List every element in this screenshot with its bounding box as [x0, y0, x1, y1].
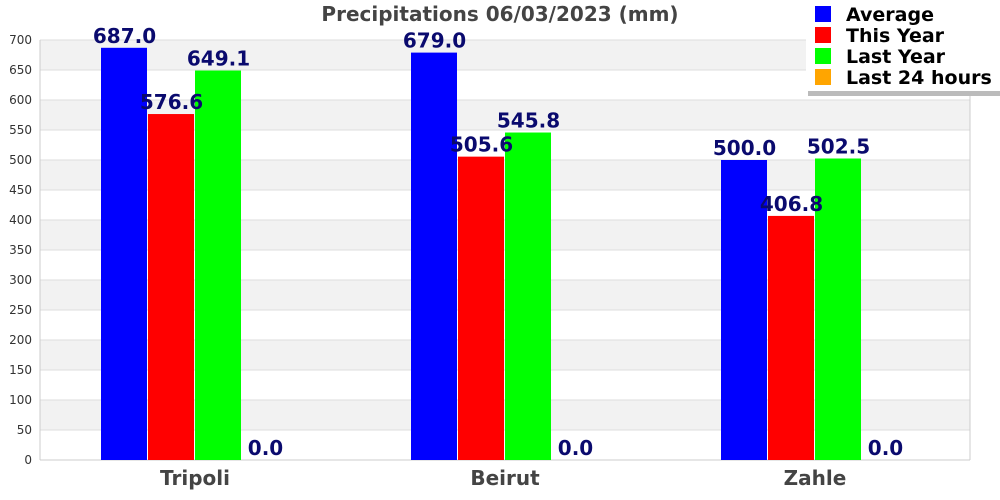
legend-label: This Year: [846, 25, 945, 47]
legend-label: Last Year: [846, 46, 946, 68]
bar: [815, 158, 861, 460]
data-label: 500.0: [713, 136, 776, 160]
bar: [721, 160, 767, 460]
data-label: 502.5: [807, 135, 870, 159]
y-tick-label: 650: [9, 63, 32, 77]
legend-swatch: [815, 48, 831, 64]
data-label: 0.0: [868, 436, 903, 460]
bar: [101, 47, 147, 461]
y-tick-label: 0: [24, 453, 32, 467]
legend-label: Average: [846, 4, 934, 26]
y-tick-label: 450: [9, 183, 32, 197]
data-label: 545.8: [497, 109, 560, 133]
data-label: 505.6: [450, 133, 513, 157]
y-tick-label: 600: [9, 93, 32, 107]
bar: [458, 156, 504, 460]
y-tick-label: 150: [9, 363, 32, 377]
legend-swatch: [815, 27, 831, 43]
data-label: 0.0: [558, 436, 593, 460]
data-label: 406.8: [760, 192, 823, 216]
y-axis-ticks: 0 50 100 150 200 250 300 350 400 450 500 550 600 650 7…: [9, 33, 32, 467]
legend-shadow: [808, 91, 1000, 96]
x-axis-categories: Tripoli Beirut Zahle: [160, 466, 846, 490]
x-category-label: Zahle: [784, 466, 847, 490]
y-tick-label: 400: [9, 213, 32, 227]
bar: [411, 52, 457, 460]
x-category-label: Beirut: [470, 466, 540, 490]
legend-swatch: [815, 6, 831, 22]
bar: [148, 114, 194, 460]
bar: [768, 215, 814, 460]
y-tick-label: 500: [9, 153, 32, 167]
legend-swatch: [815, 69, 831, 85]
y-tick-label: 550: [9, 123, 32, 137]
bar: [195, 70, 241, 460]
y-tick-label: 200: [9, 333, 32, 347]
y-tick-label: 250: [9, 303, 32, 317]
data-label: 0.0: [248, 436, 283, 460]
y-tick-label: 100: [9, 393, 32, 407]
y-tick-label: 350: [9, 243, 32, 257]
bar-series: [101, 47, 861, 461]
y-tick-label: 700: [9, 33, 32, 47]
legend-background: [806, 0, 1000, 92]
x-category-label: Tripoli: [160, 466, 230, 490]
data-label: 687.0: [93, 24, 156, 48]
bar: [505, 132, 551, 460]
chart-title: Precipitations 06/03/2023 (mm): [321, 2, 678, 26]
data-label: 679.0: [403, 29, 466, 53]
data-label: 649.1: [187, 47, 250, 71]
data-label: 576.6: [140, 90, 203, 114]
legend-label: Last 24 hours: [846, 67, 992, 89]
y-tick-label: 50: [17, 423, 32, 437]
y-tick-label: 300: [9, 273, 32, 287]
